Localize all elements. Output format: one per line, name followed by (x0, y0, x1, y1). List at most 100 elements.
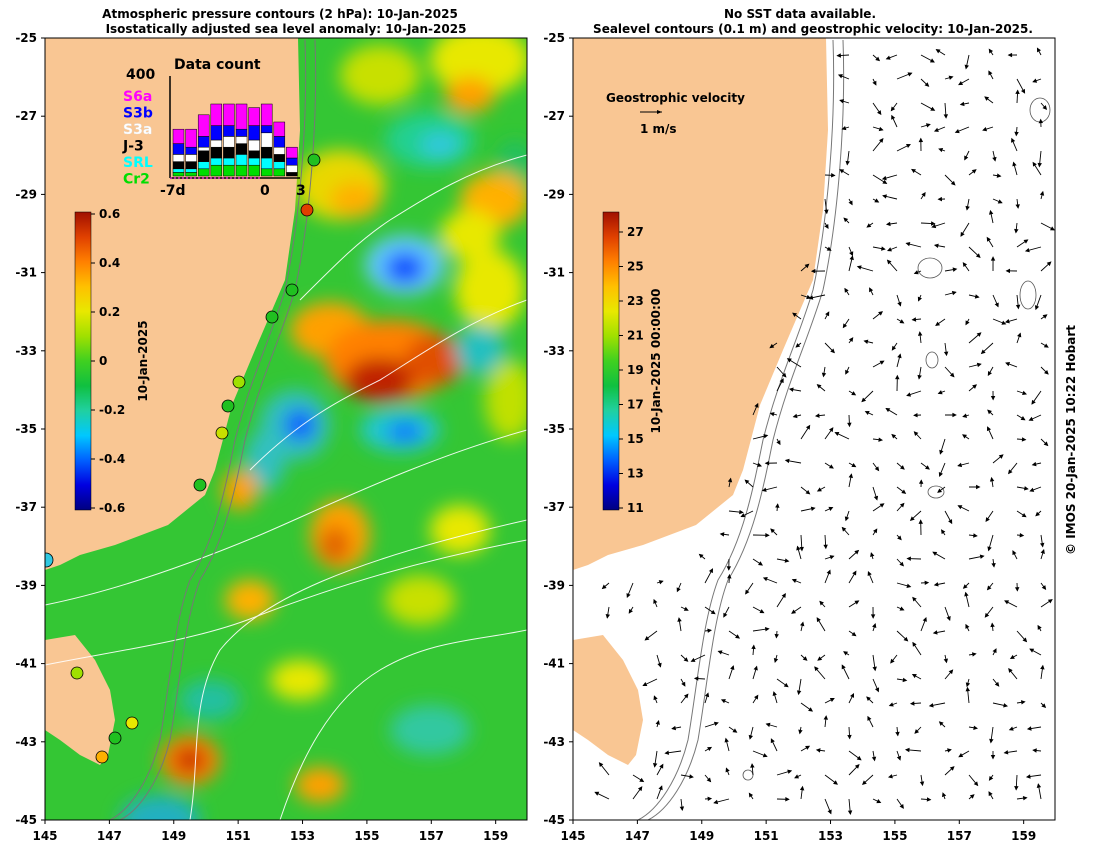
data-count-bar-segment (198, 162, 209, 169)
left-title-line1: Atmospheric pressure contours (2 hPa): 1… (102, 7, 458, 21)
right-colorbar-tick-label: 17 (627, 398, 644, 412)
data-count-bar-segment (249, 151, 260, 158)
data-count-bar-segment (261, 147, 272, 158)
data-count-bar-segment (249, 108, 260, 126)
right-y-tick-label: -27 (543, 109, 565, 123)
data-count-bar-segment (261, 104, 272, 126)
left-x-tick-label: 149 (161, 829, 186, 843)
right-colorbar (603, 212, 619, 510)
data-count-bar-segment (249, 126, 260, 140)
left-y-tick-label: -31 (15, 266, 37, 280)
data-count-bar-segment (236, 165, 247, 176)
right-x-tick-label: 147 (625, 829, 650, 843)
data-count-bar-segment (198, 147, 209, 151)
right-y-tick-label: -35 (543, 422, 565, 436)
data-count-bar-segment (261, 133, 272, 147)
data-count-bar-segment (223, 126, 234, 137)
right-colorbar-tick-label: 15 (627, 432, 644, 446)
data-count-bar-segment (249, 158, 260, 165)
data-count-bar-segment (286, 158, 297, 165)
data-count-bar-segment (223, 158, 234, 165)
left-y-tick-label: -33 (15, 344, 37, 358)
right-colorbar-tick-label: 19 (627, 363, 644, 377)
data-count-bar-segment (173, 129, 184, 143)
data-count-bar-segment (211, 126, 222, 140)
left-colorbar-tick-label: 0.2 (99, 305, 120, 319)
data-count-bar-segment (249, 165, 260, 176)
right-y-tick-label: -37 (543, 500, 565, 514)
right-title-line2: Sealevel contours (0.1 m) and geostrophi… (593, 22, 1033, 36)
left-colorbar-label: 10-Jan-2025 (136, 320, 150, 401)
data-count-bar-segment (236, 154, 247, 165)
data-count-bar-segment (211, 158, 222, 165)
data-count-bar-segment (223, 136, 234, 147)
data-count-bar-segment (274, 154, 285, 161)
data-count-max-label: 400 (126, 67, 155, 83)
right-y-tick-label: -29 (543, 187, 565, 201)
data-count-bar-segment (261, 169, 272, 176)
right-x-tick-label: 151 (754, 829, 779, 843)
data-count-bar-segment (286, 147, 297, 158)
left-y-tick-label: -45 (15, 813, 37, 827)
right-y-tick-label: -43 (543, 735, 565, 749)
left-y-tick-label: -43 (15, 735, 37, 749)
left-x-tick-label: 153 (290, 829, 315, 843)
data-count-bar-segment (186, 169, 197, 173)
left-x-tick-label: 145 (32, 829, 57, 843)
left-y-tick-label: -29 (15, 187, 37, 201)
left-y-tick-label: -35 (15, 422, 37, 436)
right-x-tick-label: 157 (947, 829, 972, 843)
satellite-label-s3a: S3a (123, 122, 152, 138)
data-count-bar-segment (223, 165, 234, 176)
left-x-tick-label: 159 (483, 829, 508, 843)
data-count-bar-segment (198, 115, 209, 137)
right-x-tick-label: 149 (689, 829, 714, 843)
data-count-bar-segment (186, 172, 197, 176)
left-colorbar-tick-label: -0.6 (99, 501, 125, 515)
right-colorbar-tick-label: 13 (627, 467, 644, 481)
data-count-bar-segment (211, 104, 222, 126)
right-y-tick-label: -33 (543, 344, 565, 358)
right-colorbar-label: 10-Jan-2025 00:00:00 (649, 288, 663, 433)
right-x-tick-label: 145 (560, 829, 585, 843)
left-x-tick-label: 157 (419, 829, 444, 843)
left-x-tick-label: 151 (226, 829, 251, 843)
data-count-bar-segment (274, 122, 285, 136)
right-colorbar-tick-label: 27 (627, 225, 644, 239)
data-count-bar-segment (173, 144, 184, 155)
data-count-bar-segment (286, 172, 297, 176)
left-x-tick-label: 147 (97, 829, 122, 843)
data-count-bar-segment (186, 129, 197, 147)
left-title-line2: Isostatically adjusted sea level anomaly… (106, 22, 467, 36)
right-x-tick-label: 159 (1011, 829, 1036, 843)
data-count-bar-segment (198, 169, 209, 176)
data-count-bar-segment (223, 147, 234, 158)
left-colorbar-tick-label: 0.4 (99, 256, 120, 270)
data-count-bar-segment (211, 147, 222, 158)
velocity-legend-scale: 1 m/s (640, 122, 677, 136)
left-y-tick-label: -27 (15, 109, 37, 123)
data-count-xlabel-end: 3 (296, 183, 306, 199)
data-count-bar-segment (173, 162, 184, 169)
left-y-tick-label: -39 (15, 578, 37, 592)
right-y-tick-label: -41 (543, 657, 565, 671)
satellite-label-s6a: S6a (123, 89, 152, 105)
data-count-bar-segment (223, 104, 234, 126)
left-colorbar-tick-label: -0.4 (99, 452, 125, 466)
data-count-bar-segment (173, 169, 184, 173)
data-count-bar-segment (274, 162, 285, 169)
data-count-bar-segment (274, 169, 285, 176)
data-count-bar-segment (186, 147, 197, 154)
right-y-tick-label: -45 (543, 813, 565, 827)
right-y-tick-label: -25 (543, 31, 565, 45)
data-count-bar-segment (186, 162, 197, 169)
data-count-bar-segment (261, 158, 272, 169)
left-y-tick-label: -25 (15, 31, 37, 45)
data-count-bar-segment (211, 165, 222, 176)
data-count-xlabel-start: -7d (160, 183, 186, 199)
data-count-bar-segment (236, 144, 247, 155)
data-count-bar-segment (261, 126, 272, 133)
data-count-bar-segment (198, 136, 209, 147)
left-colorbar-tick-label: 0.6 (99, 207, 120, 221)
